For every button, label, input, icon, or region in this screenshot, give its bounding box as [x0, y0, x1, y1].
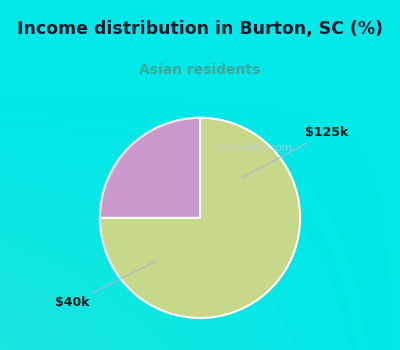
Text: Income distribution in Burton, SC (%): Income distribution in Burton, SC (%) — [17, 20, 383, 37]
Text: $125k: $125k — [241, 126, 348, 178]
Text: City-Data.com: City-Data.com — [218, 143, 292, 153]
Wedge shape — [100, 118, 200, 218]
Wedge shape — [100, 118, 300, 318]
Text: Asian residents: Asian residents — [139, 63, 261, 77]
Text: $40k: $40k — [55, 261, 155, 309]
